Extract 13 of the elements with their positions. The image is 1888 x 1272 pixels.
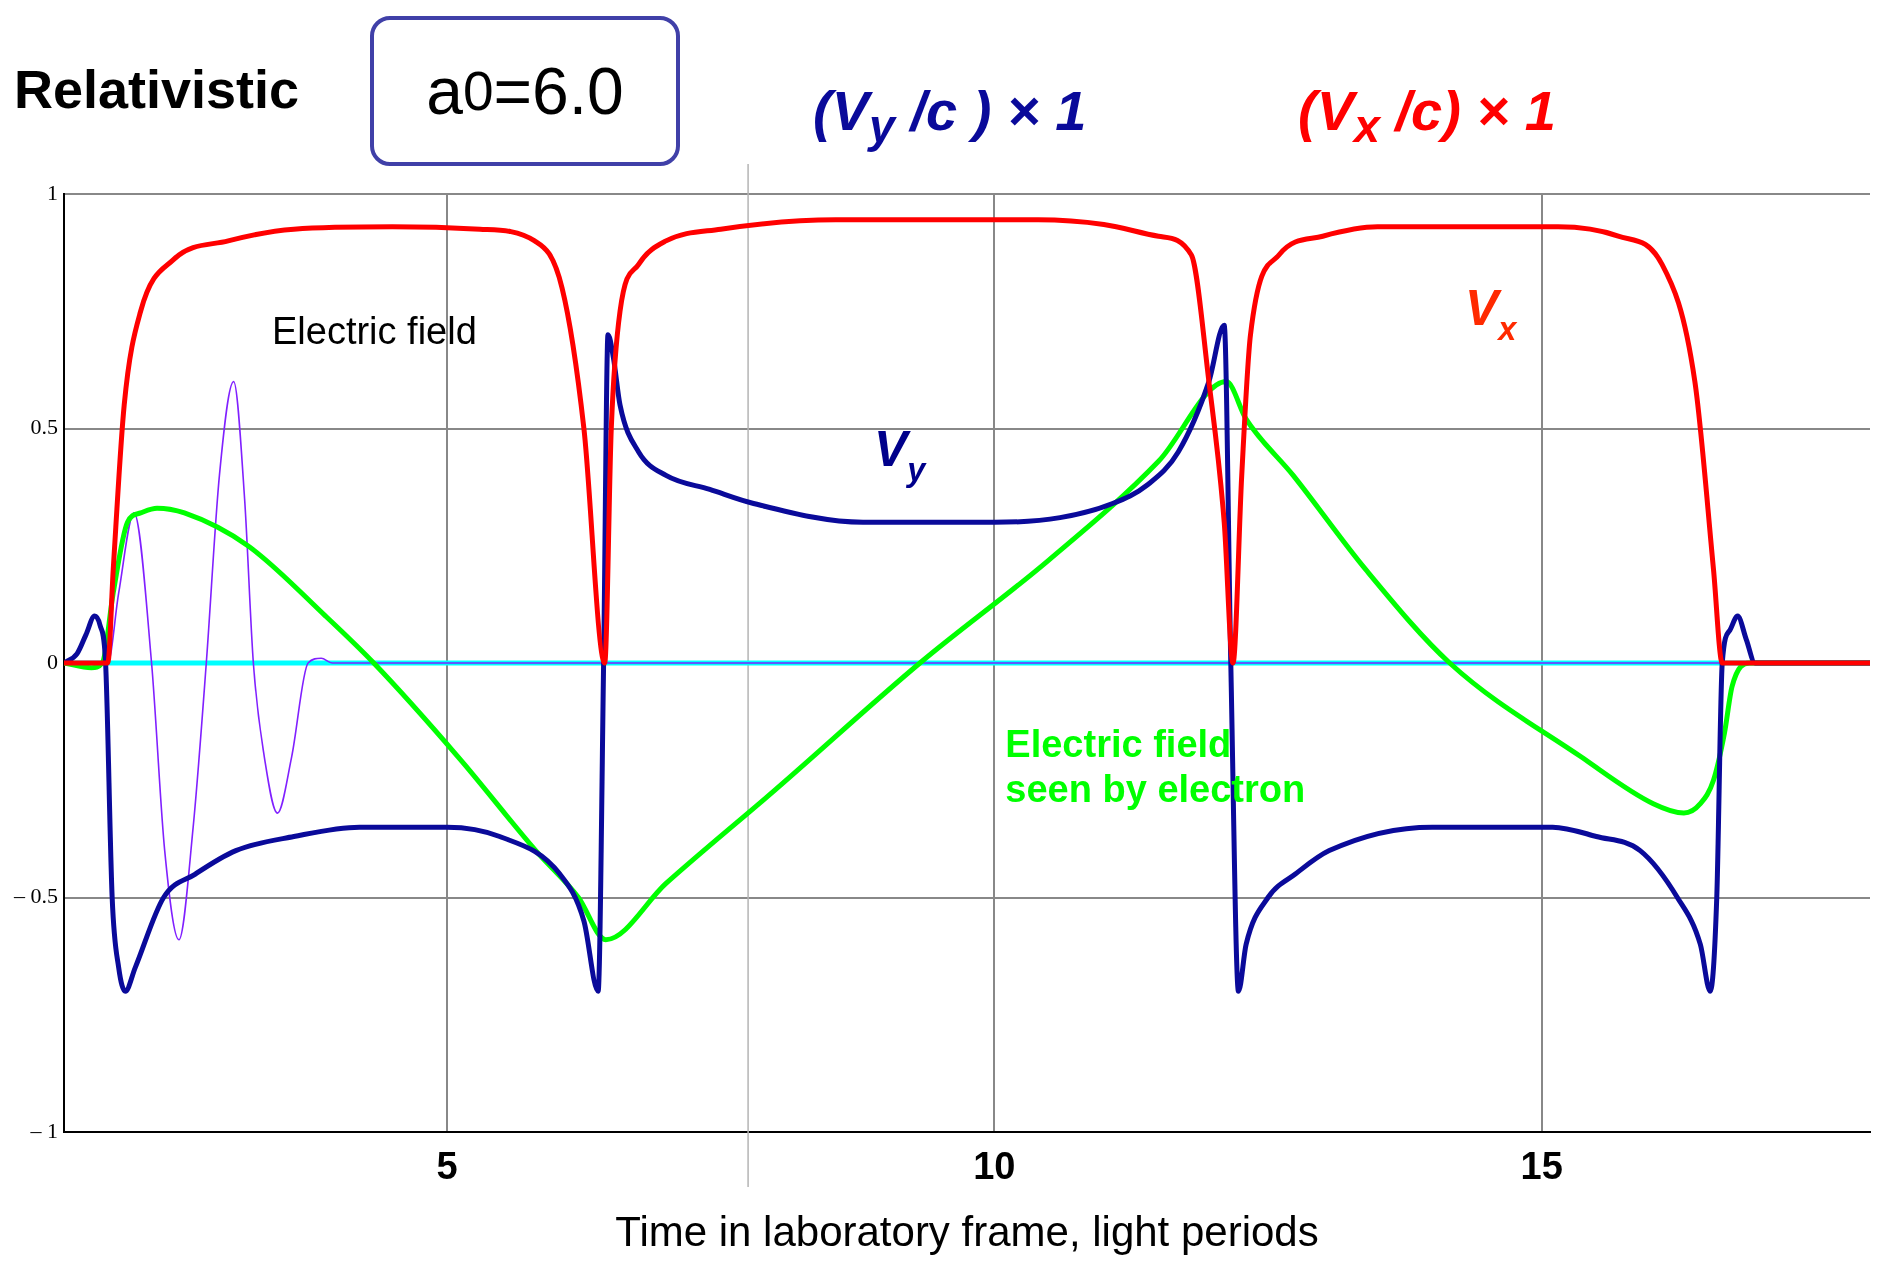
x-tick-label: 15: [1520, 1145, 1563, 1188]
y-tick-label: 0.5: [30, 414, 58, 440]
x-axis-title: Time in laboratory frame, light periods: [615, 1208, 1319, 1256]
text: (V$_{x}$ /c) × 1: [1298, 78, 1556, 154]
y-tick-label: 0: [47, 648, 58, 674]
y-tick-label: – 0.5: [13, 883, 58, 909]
x-tick-label: 5: [436, 1145, 458, 1188]
y-tick-label: – 1: [29, 1117, 58, 1143]
y-tick-label: 1: [47, 179, 58, 205]
series-label: Electric field: [271, 310, 477, 353]
x-tick-label: 10: [973, 1145, 1016, 1188]
text: (V$_{y}$ /c ) × 1: [813, 78, 1087, 154]
chart-title: Relativistic: [14, 58, 300, 120]
